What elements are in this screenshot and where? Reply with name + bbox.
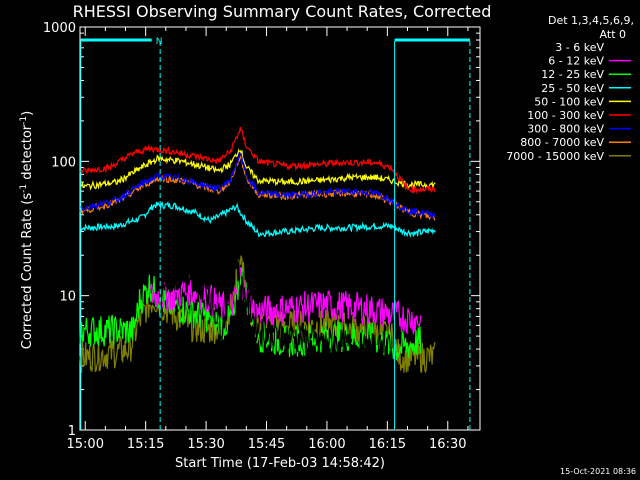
series-line bbox=[149, 256, 396, 431]
x-tick-label: 15:15 bbox=[127, 437, 164, 452]
y-tick-label: 100 bbox=[51, 155, 76, 170]
x-tick-label: 16:30 bbox=[429, 437, 466, 452]
series-line bbox=[79, 201, 436, 238]
series-line bbox=[79, 148, 436, 191]
y-axis-label-sup2: -1 bbox=[19, 116, 29, 125]
legend-label: 7000 - 15000 keV bbox=[506, 150, 604, 163]
legend-header-2: Att 0 bbox=[600, 28, 626, 41]
legend-label: 6 - 12 keV bbox=[548, 55, 604, 68]
plot-frame bbox=[79, 26, 481, 431]
legend-label: 12 - 25 keV bbox=[541, 68, 604, 81]
legend-label: 300 - 800 keV bbox=[527, 123, 604, 136]
chart-title: RHESSI Observing Summary Count Rates, Co… bbox=[73, 2, 492, 21]
y-axis-label-sup1: -1 bbox=[19, 184, 29, 193]
y-axis-label-main: Corrected Count Rate (s bbox=[20, 193, 35, 350]
timestamp: 15-Oct-2021 08:36 bbox=[560, 467, 636, 476]
y-axis-label: Corrected Count Rate (s-1 detector-1) bbox=[19, 111, 35, 349]
y-axis-label-mid: detector bbox=[20, 124, 35, 184]
x-tick-label: 15:00 bbox=[67, 437, 104, 452]
night-flag: N bbox=[156, 37, 163, 47]
x-tick-label: 16:00 bbox=[308, 437, 345, 452]
y-axis-label-end: ) bbox=[20, 111, 35, 116]
y-tick-labels: 1 10 100 1000 bbox=[43, 21, 76, 439]
series-line bbox=[79, 151, 436, 219]
legend-header-1: Det 1,3,4,5,6,9, bbox=[548, 14, 634, 27]
overlay-layer: N bbox=[80, 37, 471, 430]
x-tick-label: 15:45 bbox=[248, 437, 285, 452]
y-tick-label: 10 bbox=[59, 290, 76, 305]
legend-label: 800 - 7000 keV bbox=[520, 136, 604, 149]
legend-label: 25 - 50 keV bbox=[541, 82, 604, 95]
series-line bbox=[79, 126, 436, 195]
y-tick-label: 1000 bbox=[43, 21, 76, 36]
x-tick-labels: 15:00 15:15 15:30 15:45 16:00 16:15 16:30 bbox=[67, 437, 467, 452]
x-tick-label: 15:30 bbox=[187, 437, 224, 452]
legend-label: 3 - 6 keV bbox=[555, 41, 604, 54]
legend-label: 100 - 300 keV bbox=[527, 109, 604, 122]
legend-label: 50 - 100 keV bbox=[534, 95, 604, 108]
y-tick-label: 1 bbox=[68, 424, 76, 439]
x-axis-label: Start Time (17-Feb-03 14:58:42) bbox=[175, 456, 385, 471]
x-tick-label: 16:15 bbox=[369, 437, 406, 452]
series-layer bbox=[79, 126, 436, 431]
